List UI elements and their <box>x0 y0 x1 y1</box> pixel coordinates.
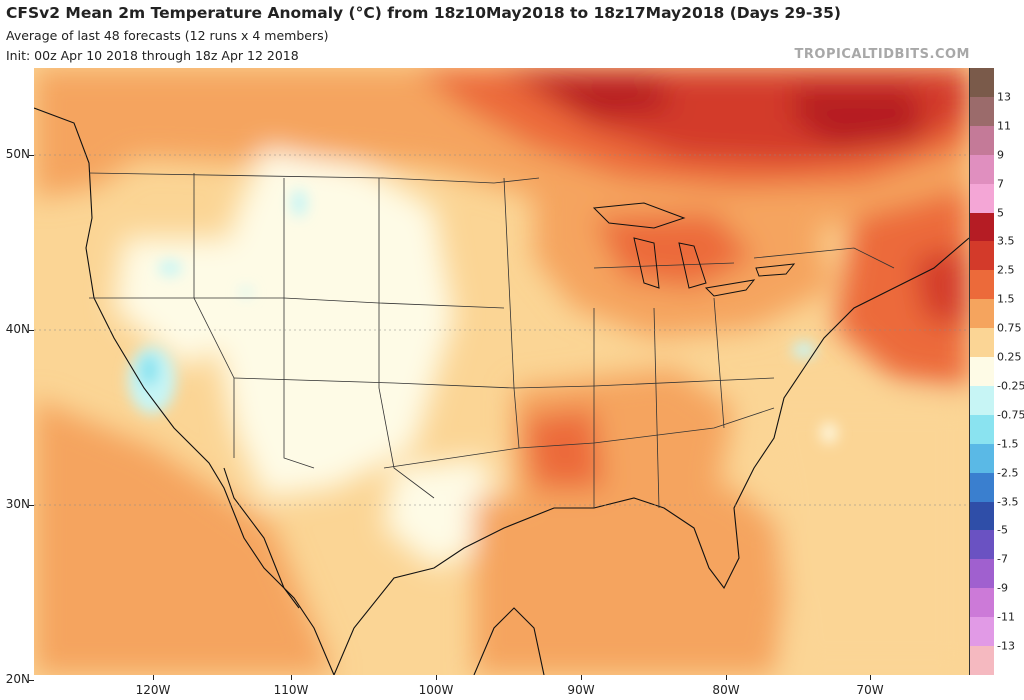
colorbar-label: -7 <box>997 552 1008 566</box>
colorbar-label: -13 <box>997 639 1015 653</box>
lon-label-80w: 80W <box>712 683 740 697</box>
lon-tick <box>436 675 437 680</box>
map-title: CFSv2 Mean 2m Temperature Anomaly (°C) f… <box>6 4 842 22</box>
colorbar-swatch <box>970 357 994 387</box>
colorbar-label: 7 <box>997 177 1004 191</box>
lat-label-20n: 20N <box>5 672 30 686</box>
colorbar-label: -3.5 <box>997 495 1019 509</box>
colorbar-label: 5 <box>997 206 1004 220</box>
colorbar-label: 13 <box>997 90 1011 104</box>
init-info: Init: 00z Apr 10 2018 through 18z Apr 12… <box>6 48 299 63</box>
colorbar-label: 0.25 <box>997 350 1022 364</box>
lat-tick <box>29 330 34 331</box>
colorbar-swatch <box>970 501 994 531</box>
lon-label-110w: 110W <box>273 683 309 697</box>
map-canvas <box>34 68 969 675</box>
lon-tick <box>581 675 582 680</box>
lon-tick <box>291 675 292 680</box>
colorbar-label: 0.75 <box>997 321 1022 335</box>
colorbar-swatch <box>970 646 994 676</box>
lat-label-40n: 40N <box>5 322 30 336</box>
lat-label-50n: 50N <box>5 147 30 161</box>
colorbar-label: -11 <box>997 610 1015 624</box>
colorbar-swatch <box>970 68 994 98</box>
colorbar-swatch <box>970 183 994 213</box>
colorbar-label: -1.5 <box>997 437 1019 451</box>
lon-label-90w: 90W <box>567 683 595 697</box>
colorbar-label: 3.5 <box>997 234 1015 248</box>
colorbar-swatch <box>970 328 994 358</box>
colorbar-label: 1.5 <box>997 292 1015 306</box>
lat-tick <box>29 680 34 681</box>
colorbar-swatch <box>970 241 994 271</box>
colorbar-label: -2.5 <box>997 466 1019 480</box>
colorbar-label: -9 <box>997 581 1008 595</box>
colorbar-swatch <box>970 270 994 300</box>
anomaly-shading <box>34 68 969 675</box>
colorbar-label: -0.25 <box>997 379 1024 393</box>
colorbar-swatch <box>970 414 994 445</box>
colorbar-swatch <box>970 96 994 127</box>
colorbar-label: 9 <box>997 148 1004 162</box>
lon-tick <box>870 675 871 680</box>
lon-tick <box>726 675 727 680</box>
colorbar-swatch <box>970 154 994 185</box>
graticule <box>34 154 969 506</box>
colorbar-label: -5 <box>997 523 1008 537</box>
colorbar-swatch <box>970 530 994 560</box>
lon-label-120w: 120W <box>135 683 171 697</box>
colorbar-label: 11 <box>997 119 1011 133</box>
colorbar-swatch <box>970 472 994 503</box>
anomaly-map <box>34 68 969 675</box>
state-borders <box>88 172 895 509</box>
lon-tick <box>153 675 154 680</box>
cool-anomaly-patches <box>128 189 837 443</box>
colorbar-swatch <box>970 299 994 329</box>
coastlines <box>34 107 969 675</box>
colorbar-swatch <box>970 559 994 589</box>
colorbar <box>969 68 994 676</box>
colorbar-swatch <box>970 588 994 618</box>
map-subtitle: Average of last 48 forecasts (12 runs x … <box>6 28 329 43</box>
map-header: CFSv2 Mean 2m Temperature Anomaly (°C) f… <box>0 0 1024 68</box>
colorbar-label: -0.75 <box>997 408 1024 422</box>
colorbar-swatch <box>970 125 994 156</box>
lat-label-30n: 30N <box>5 497 30 511</box>
great-lakes <box>592 202 796 297</box>
colorbar-swatch <box>970 443 994 474</box>
colorbar-swatch <box>970 617 994 647</box>
lon-label-70w: 70W <box>856 683 884 697</box>
site-credit: TROPICALTIDBITS.COM <box>794 47 970 62</box>
colorbar-label: 2.5 <box>997 263 1015 277</box>
lat-tick <box>29 505 34 506</box>
lon-label-100w: 100W <box>418 683 454 697</box>
lat-tick <box>29 155 34 156</box>
colorbar-swatch <box>970 212 994 242</box>
colorbar-swatch <box>970 385 994 416</box>
